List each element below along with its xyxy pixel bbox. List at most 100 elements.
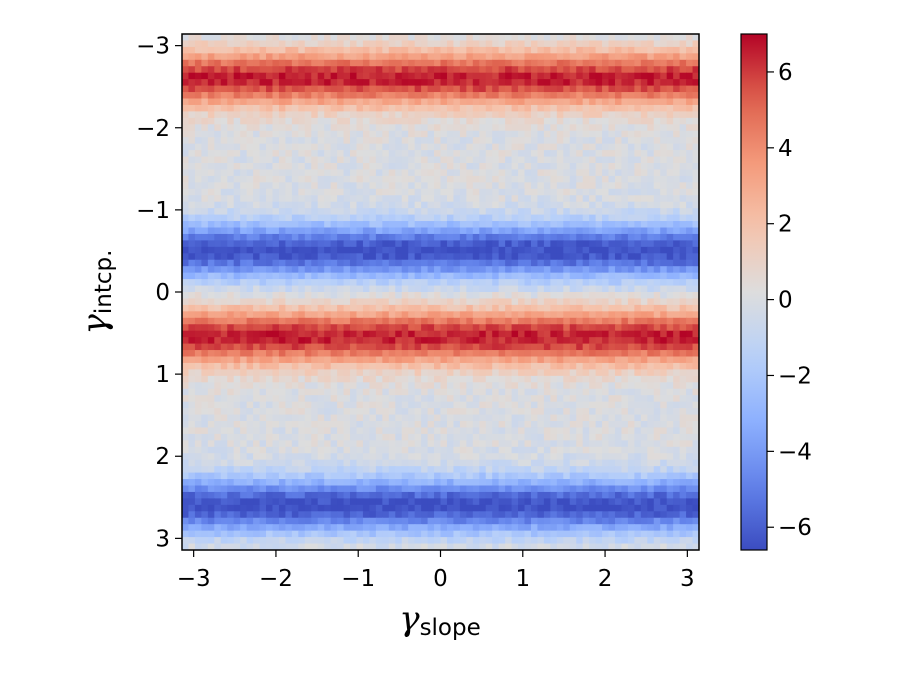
heatmap-cell xyxy=(505,104,513,112)
heatmap-cell xyxy=(679,382,687,390)
heatmap-cell xyxy=(427,79,435,87)
heatmap-cell xyxy=(686,362,694,370)
heatmap-cell xyxy=(627,356,635,364)
heatmap-cell xyxy=(530,111,539,119)
heatmap-cell xyxy=(427,246,435,254)
heatmap-cell xyxy=(272,272,280,280)
heatmap-cell xyxy=(440,227,448,235)
heatmap-cell xyxy=(472,311,480,319)
heatmap-cell xyxy=(498,298,506,306)
heatmap-cell xyxy=(608,272,616,280)
heatmap-cell xyxy=(466,40,474,48)
heatmap-cell xyxy=(556,298,564,306)
heatmap-cell xyxy=(440,388,448,396)
heatmap-cell xyxy=(518,137,526,145)
heatmap-cell xyxy=(350,285,358,293)
heatmap-cell xyxy=(660,233,668,241)
heatmap-cell xyxy=(530,427,539,435)
heatmap-cell xyxy=(459,188,467,196)
heatmap-cell xyxy=(537,382,545,390)
heatmap-cell xyxy=(375,221,383,229)
heatmap-cell xyxy=(660,72,668,80)
heatmap-cell xyxy=(434,285,442,293)
heatmap-cell xyxy=(182,188,190,196)
heatmap-cell xyxy=(324,227,332,235)
heatmap-cell xyxy=(369,343,377,351)
heatmap-cell xyxy=(194,362,202,370)
heatmap-cell xyxy=(543,85,551,93)
heatmap-cell xyxy=(311,130,319,138)
heatmap-cell xyxy=(485,137,493,145)
heatmap-cell xyxy=(498,46,506,54)
heatmap-cell xyxy=(285,163,293,171)
heatmap-cell xyxy=(414,188,422,196)
heatmap-cell xyxy=(434,34,442,42)
heatmap-cell xyxy=(395,150,403,158)
heatmap-cell xyxy=(356,175,364,183)
heatmap-cell xyxy=(608,130,616,138)
heatmap-cell xyxy=(582,343,590,351)
heatmap-cell xyxy=(621,246,629,254)
heatmap-cell xyxy=(485,124,493,132)
heatmap-cell xyxy=(479,356,487,364)
heatmap-cell xyxy=(356,188,364,196)
heatmap-cell xyxy=(466,421,474,429)
heatmap-cell xyxy=(537,34,545,42)
heatmap-cell xyxy=(679,98,687,106)
heatmap-cell xyxy=(589,46,597,54)
heatmap-cell xyxy=(530,98,539,106)
heatmap-cell xyxy=(679,124,687,132)
heatmap-cell xyxy=(692,175,700,183)
heatmap-cell xyxy=(602,40,610,48)
heatmap-cell xyxy=(188,408,196,416)
heatmap-cell xyxy=(647,143,655,151)
heatmap-cell xyxy=(246,34,254,42)
heatmap-cell xyxy=(673,362,681,370)
heatmap-cell xyxy=(259,266,267,274)
heatmap-cell xyxy=(408,343,416,351)
heatmap-cell xyxy=(647,362,655,370)
heatmap-cell xyxy=(492,40,500,48)
heatmap-cell xyxy=(408,240,416,248)
heatmap-cell xyxy=(543,304,551,312)
heatmap-cell xyxy=(227,408,235,416)
heatmap-cell xyxy=(421,117,429,125)
heatmap-cell xyxy=(240,414,248,422)
heatmap-cell xyxy=(272,150,280,158)
heatmap-cell xyxy=(240,156,248,164)
heatmap-cell xyxy=(608,337,616,345)
heatmap-cell xyxy=(240,388,248,396)
heatmap-cell xyxy=(246,195,254,203)
heatmap-cell xyxy=(692,414,700,422)
heatmap-cell xyxy=(227,59,235,67)
heatmap-cell xyxy=(505,175,513,183)
heatmap-cell xyxy=(673,227,681,235)
heatmap-cell xyxy=(253,130,261,138)
heatmap-cell xyxy=(220,79,228,87)
heatmap-cell xyxy=(408,421,416,429)
heatmap-cell xyxy=(246,156,254,164)
heatmap-cell xyxy=(653,40,661,48)
heatmap-cell xyxy=(375,369,383,377)
heatmap-cell xyxy=(304,169,312,177)
heatmap-cell xyxy=(686,350,694,358)
heatmap-cell xyxy=(369,163,377,171)
heatmap-cell xyxy=(220,369,228,377)
heatmap-cell xyxy=(382,72,390,80)
heatmap-cell xyxy=(524,201,532,209)
heatmap-cell xyxy=(408,337,416,345)
heatmap-cell xyxy=(453,104,461,112)
heatmap-cell xyxy=(686,104,694,112)
heatmap-cell xyxy=(240,104,248,112)
heatmap-cell xyxy=(673,175,681,183)
heatmap-cell xyxy=(511,130,519,138)
heatmap-cell xyxy=(472,137,480,145)
heatmap-cell xyxy=(524,350,532,358)
heatmap-cell xyxy=(673,369,681,377)
heatmap-cell xyxy=(498,130,506,138)
heatmap-cell xyxy=(660,85,668,93)
heatmap-cell xyxy=(634,92,642,100)
heatmap-cell xyxy=(466,240,474,248)
heatmap-cell xyxy=(576,350,584,358)
heatmap-cell xyxy=(511,79,519,87)
